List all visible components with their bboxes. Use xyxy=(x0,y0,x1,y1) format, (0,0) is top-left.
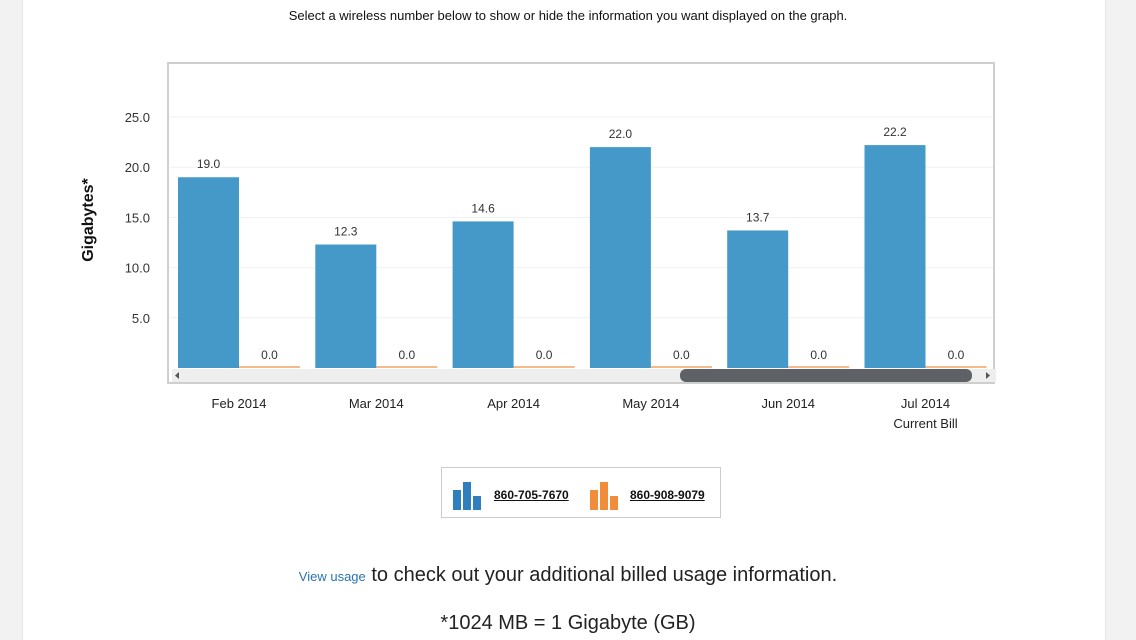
bar-series2[interactable] xyxy=(925,366,987,368)
bar-series1[interactable] xyxy=(452,221,514,368)
data-label: 0.0 xyxy=(948,348,965,362)
bar-series2[interactable] xyxy=(650,366,712,368)
legend-link-860-705-7670[interactable]: 860-705-7670 xyxy=(494,488,569,502)
data-labels: 19.0 0.0 12.3 0.0 14.6 0.0 22.0 0.0 13.7 0.0 22.2 0… xyxy=(197,125,965,362)
bars xyxy=(178,145,987,368)
x-category-sublabel: Current Bill xyxy=(893,416,957,431)
data-label: 0.0 xyxy=(398,348,415,362)
instruction-text: Select a wireless number below to show o… xyxy=(288,8,848,23)
y-tick-label: 15.0 xyxy=(125,210,150,225)
data-label: 0.0 xyxy=(810,348,827,362)
data-label: 14.6 xyxy=(471,201,495,215)
legend-box: 860-705-7670 860-908-9079 xyxy=(441,467,721,518)
y-tick-label: 5.0 xyxy=(132,311,150,326)
chart-frame xyxy=(167,62,995,384)
data-label: 13.7 xyxy=(746,210,770,224)
blue-bar-chart-icon[interactable] xyxy=(451,480,483,510)
data-label: 22.2 xyxy=(883,125,907,139)
y-tick-label: 20.0 xyxy=(125,160,150,175)
y-axis-ticks: 5.0 10.0 15.0 20.0 25.0 xyxy=(125,110,150,326)
chart-scrollbar[interactable] xyxy=(172,369,996,382)
footer-usage-line: View usage to check out your additional … xyxy=(0,564,1136,587)
x-category-label: Jul 2014 xyxy=(901,396,950,411)
bar-series1[interactable] xyxy=(864,145,926,368)
bar-series1[interactable] xyxy=(589,147,651,368)
gridlines xyxy=(170,116,993,319)
y-tick-label: 25.0 xyxy=(125,110,150,125)
data-label: 19.0 xyxy=(197,157,221,171)
legend-link-860-908-9079[interactable]: 860-908-9079 xyxy=(630,488,705,502)
y-tick-label: 10.0 xyxy=(125,261,150,276)
bar-series1[interactable] xyxy=(315,244,377,368)
x-category-label: May 2014 xyxy=(622,396,679,411)
bar-series2[interactable] xyxy=(513,366,575,368)
data-label: 0.0 xyxy=(261,348,278,362)
bar-series1[interactable] xyxy=(178,177,239,368)
footer-usage-text: to check out your additional billed usag… xyxy=(365,564,838,586)
x-category-label: Feb 2014 xyxy=(212,396,267,411)
x-axis-categories: Feb 2014 Mar 2014 Apr 2014 May 2014 Jun 2014… xyxy=(212,396,958,431)
x-category-label: Jun 2014 xyxy=(761,396,815,411)
usage-chart: 5.0 10.0 15.0 20.0 25.0 19.0 0.0 12.3 0.0 14.6 0.… xyxy=(125,110,996,431)
scrollbar-thumb[interactable] xyxy=(680,369,972,382)
scroll-right-arrow-icon[interactable] xyxy=(986,372,990,379)
data-label: 22.0 xyxy=(609,127,633,141)
bar-series1[interactable] xyxy=(727,230,789,368)
x-category-label: Mar 2014 xyxy=(349,396,404,411)
data-label: 0.0 xyxy=(536,348,553,362)
data-label: 12.3 xyxy=(334,225,358,239)
data-label: 0.0 xyxy=(673,348,690,362)
bar-series2[interactable] xyxy=(788,366,850,368)
x-category-label: Apr 2014 xyxy=(487,396,540,411)
view-usage-link[interactable]: View usage xyxy=(298,569,366,584)
bar-series2[interactable] xyxy=(376,366,438,368)
scroll-left-arrow-icon[interactable] xyxy=(175,372,179,379)
orange-bar-chart-icon[interactable] xyxy=(588,480,620,510)
gigabyte-note: *1024 MB = 1 Gigabyte (GB) xyxy=(440,612,696,634)
bar-series2[interactable] xyxy=(239,366,300,368)
